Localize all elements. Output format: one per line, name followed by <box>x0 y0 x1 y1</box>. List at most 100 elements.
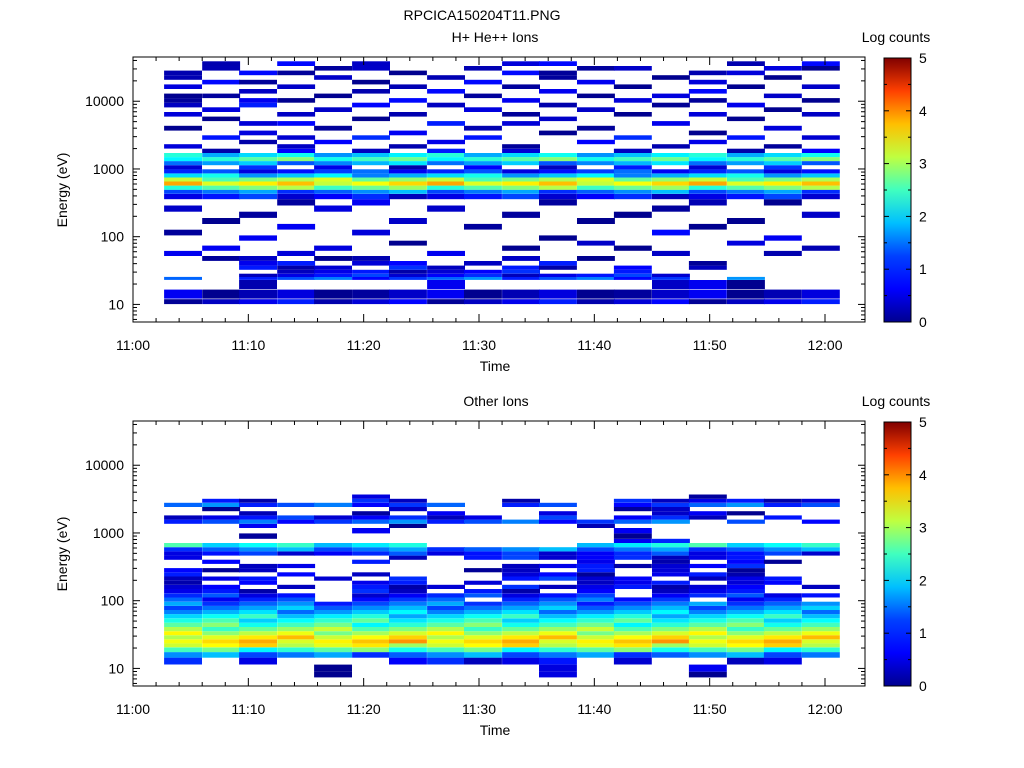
heatmap-cell <box>164 555 202 560</box>
heatmap-cell <box>427 193 465 200</box>
heatmap-cell <box>314 245 352 251</box>
heatmap-cell <box>688 635 727 640</box>
heatmap-cell <box>352 597 390 602</box>
heatmap-cell <box>352 102 390 108</box>
heatmap-cell <box>539 165 577 170</box>
heatmap-cell <box>164 161 202 166</box>
heatmap-cell <box>202 515 241 520</box>
heatmap-cell <box>389 299 427 305</box>
heatmap-cell <box>577 523 615 528</box>
colorbar-tick-label: 3 <box>919 156 927 172</box>
heatmap-cell <box>314 256 352 261</box>
heatmap-cell <box>277 635 316 640</box>
heatmap-cell <box>464 189 502 194</box>
heatmap-cell <box>464 551 502 556</box>
heatmap-cell <box>727 181 765 186</box>
heatmap-cell <box>613 639 652 644</box>
heatmap-cell <box>763 250 802 256</box>
heatmap-cell <box>763 153 802 158</box>
heatmap-cell <box>277 61 316 66</box>
heatmap-cell <box>389 593 427 598</box>
heatmap-cell <box>164 647 202 653</box>
heatmap-cell <box>577 193 615 200</box>
heatmap-cell <box>352 593 390 598</box>
heatmap-cell <box>239 276 277 280</box>
heatmap-cell <box>652 580 690 585</box>
heatmap-cell <box>464 580 502 585</box>
heatmap-cell <box>688 614 727 619</box>
heatmap-cell <box>613 181 652 186</box>
heatmap-cell <box>801 185 840 190</box>
heatmap-cell <box>502 121 540 126</box>
heatmap-cell <box>502 498 540 503</box>
heatmap-cell <box>688 572 727 577</box>
heatmap-cell <box>652 614 690 619</box>
heatmap-cell <box>688 193 727 200</box>
heatmap-cell <box>801 502 840 507</box>
heatmap-cell <box>577 584 615 589</box>
heatmap-cell <box>688 551 727 556</box>
heatmap-cell <box>539 289 577 299</box>
heatmap-cell <box>763 107 802 112</box>
heatmap-cell <box>389 551 427 556</box>
heatmap-cell <box>502 112 540 117</box>
heatmap-cell <box>727 657 765 665</box>
heatmap-cell <box>763 610 802 615</box>
heatmap-cell <box>688 89 727 94</box>
heatmap-cell <box>577 173 615 178</box>
heatmap-cell <box>164 614 202 619</box>
heatmap-cell <box>539 276 577 280</box>
heatmap-cell <box>314 643 352 648</box>
heatmap-cell <box>801 245 840 251</box>
heatmap-cell <box>801 61 840 66</box>
figure-title: RPCICA150204T11.PNG <box>404 7 561 23</box>
heatmap-cell <box>652 93 690 99</box>
heatmap-cell <box>352 169 390 174</box>
heatmap-cell <box>202 173 241 178</box>
heatmap-cell <box>427 643 465 648</box>
heatmap-cell <box>464 519 502 524</box>
heatmap-cell <box>539 555 577 560</box>
heatmap-cell <box>763 144 802 149</box>
heatmap-cell <box>613 245 652 251</box>
heatmap-cell <box>577 652 615 658</box>
heatmap-cell <box>539 161 577 166</box>
heatmap-cell <box>164 250 202 256</box>
heatmap-cell <box>464 177 502 182</box>
heatmap-cell <box>613 533 652 539</box>
heatmap-cell <box>352 652 390 658</box>
heatmap-cell <box>727 652 765 658</box>
heatmap-cell <box>613 189 652 194</box>
heatmap-cell <box>202 622 241 627</box>
heatmap-cell <box>727 218 765 224</box>
heatmap-cell <box>577 273 615 277</box>
heatmap-cell <box>352 589 390 594</box>
heatmap-cell <box>427 173 465 178</box>
heatmap-cell <box>164 112 202 117</box>
heatmap-cell <box>502 189 540 194</box>
panel-bottom-ylabel: Energy (eV) <box>54 517 70 592</box>
x-tick-label: 11:30 <box>462 701 496 717</box>
heatmap-cell <box>314 66 352 71</box>
heatmap-cell <box>277 269 316 274</box>
heatmap-cell <box>314 177 352 182</box>
heatmap-cell <box>613 576 652 581</box>
heatmap-cell <box>277 250 316 256</box>
heatmap-cell <box>239 157 277 162</box>
heatmap-cell <box>239 177 277 182</box>
heatmap-cell <box>164 543 202 548</box>
heatmap-cell <box>314 273 352 277</box>
heatmap-cell <box>763 605 802 610</box>
heatmap-cell <box>801 169 840 174</box>
heatmap-cell <box>652 250 690 256</box>
heatmap-cell <box>314 647 352 653</box>
heatmap-cell <box>239 657 277 665</box>
heatmap-cell <box>763 547 802 552</box>
heatmap-cell <box>613 538 652 543</box>
heatmap-cell <box>763 601 802 606</box>
heatmap-cell <box>539 75 577 80</box>
heatmap-cell <box>314 93 352 99</box>
heatmap-cell <box>801 601 840 606</box>
heatmap-cell <box>202 193 241 200</box>
heatmap-cell <box>164 622 202 627</box>
